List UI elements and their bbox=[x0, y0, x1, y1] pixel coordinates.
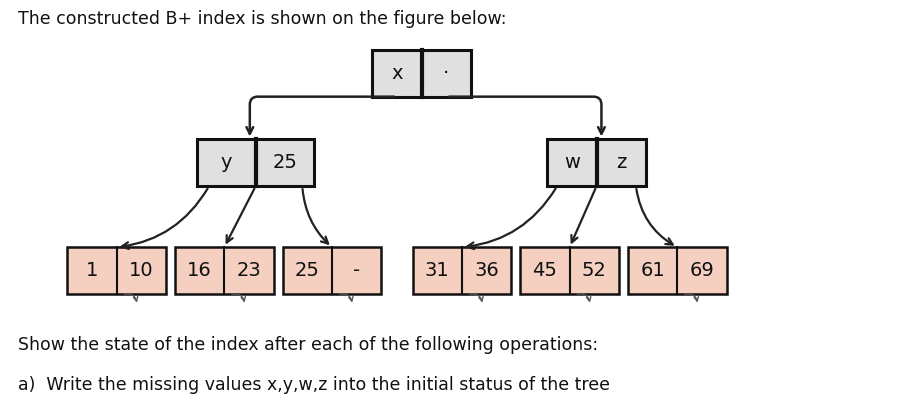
Bar bbox=[547, 140, 646, 186]
Text: w: w bbox=[564, 153, 579, 172]
Text: 31: 31 bbox=[425, 261, 449, 280]
Bar bbox=[67, 247, 166, 294]
Text: 16: 16 bbox=[187, 261, 212, 280]
Text: -: - bbox=[353, 261, 360, 280]
Text: 36: 36 bbox=[475, 261, 499, 280]
Text: ·: · bbox=[443, 64, 449, 83]
Text: 10: 10 bbox=[129, 261, 153, 280]
Bar bbox=[197, 140, 314, 186]
Text: 23: 23 bbox=[237, 261, 261, 280]
Text: y: y bbox=[221, 153, 232, 172]
Bar bbox=[283, 247, 381, 294]
Bar bbox=[372, 50, 471, 97]
Text: 1: 1 bbox=[86, 261, 98, 280]
Bar bbox=[413, 247, 511, 294]
Text: 61: 61 bbox=[640, 261, 665, 280]
Bar bbox=[628, 247, 727, 294]
Text: 52: 52 bbox=[582, 261, 606, 280]
Text: 25: 25 bbox=[295, 261, 319, 280]
Text: x: x bbox=[391, 64, 403, 83]
Bar bbox=[175, 247, 274, 294]
Text: 69: 69 bbox=[690, 261, 714, 280]
Text: 25: 25 bbox=[273, 153, 297, 172]
Text: The constructed B+ index is shown on the figure below:: The constructed B+ index is shown on the… bbox=[18, 10, 507, 28]
Text: a)  Write the missing values x,y,w,z into the initial status of the tree: a) Write the missing values x,y,w,z into… bbox=[18, 376, 610, 394]
Text: z: z bbox=[616, 153, 626, 172]
Text: 45: 45 bbox=[533, 261, 557, 280]
Text: Show the state of the index after each of the following operations:: Show the state of the index after each o… bbox=[18, 336, 598, 354]
Bar bbox=[520, 247, 619, 294]
